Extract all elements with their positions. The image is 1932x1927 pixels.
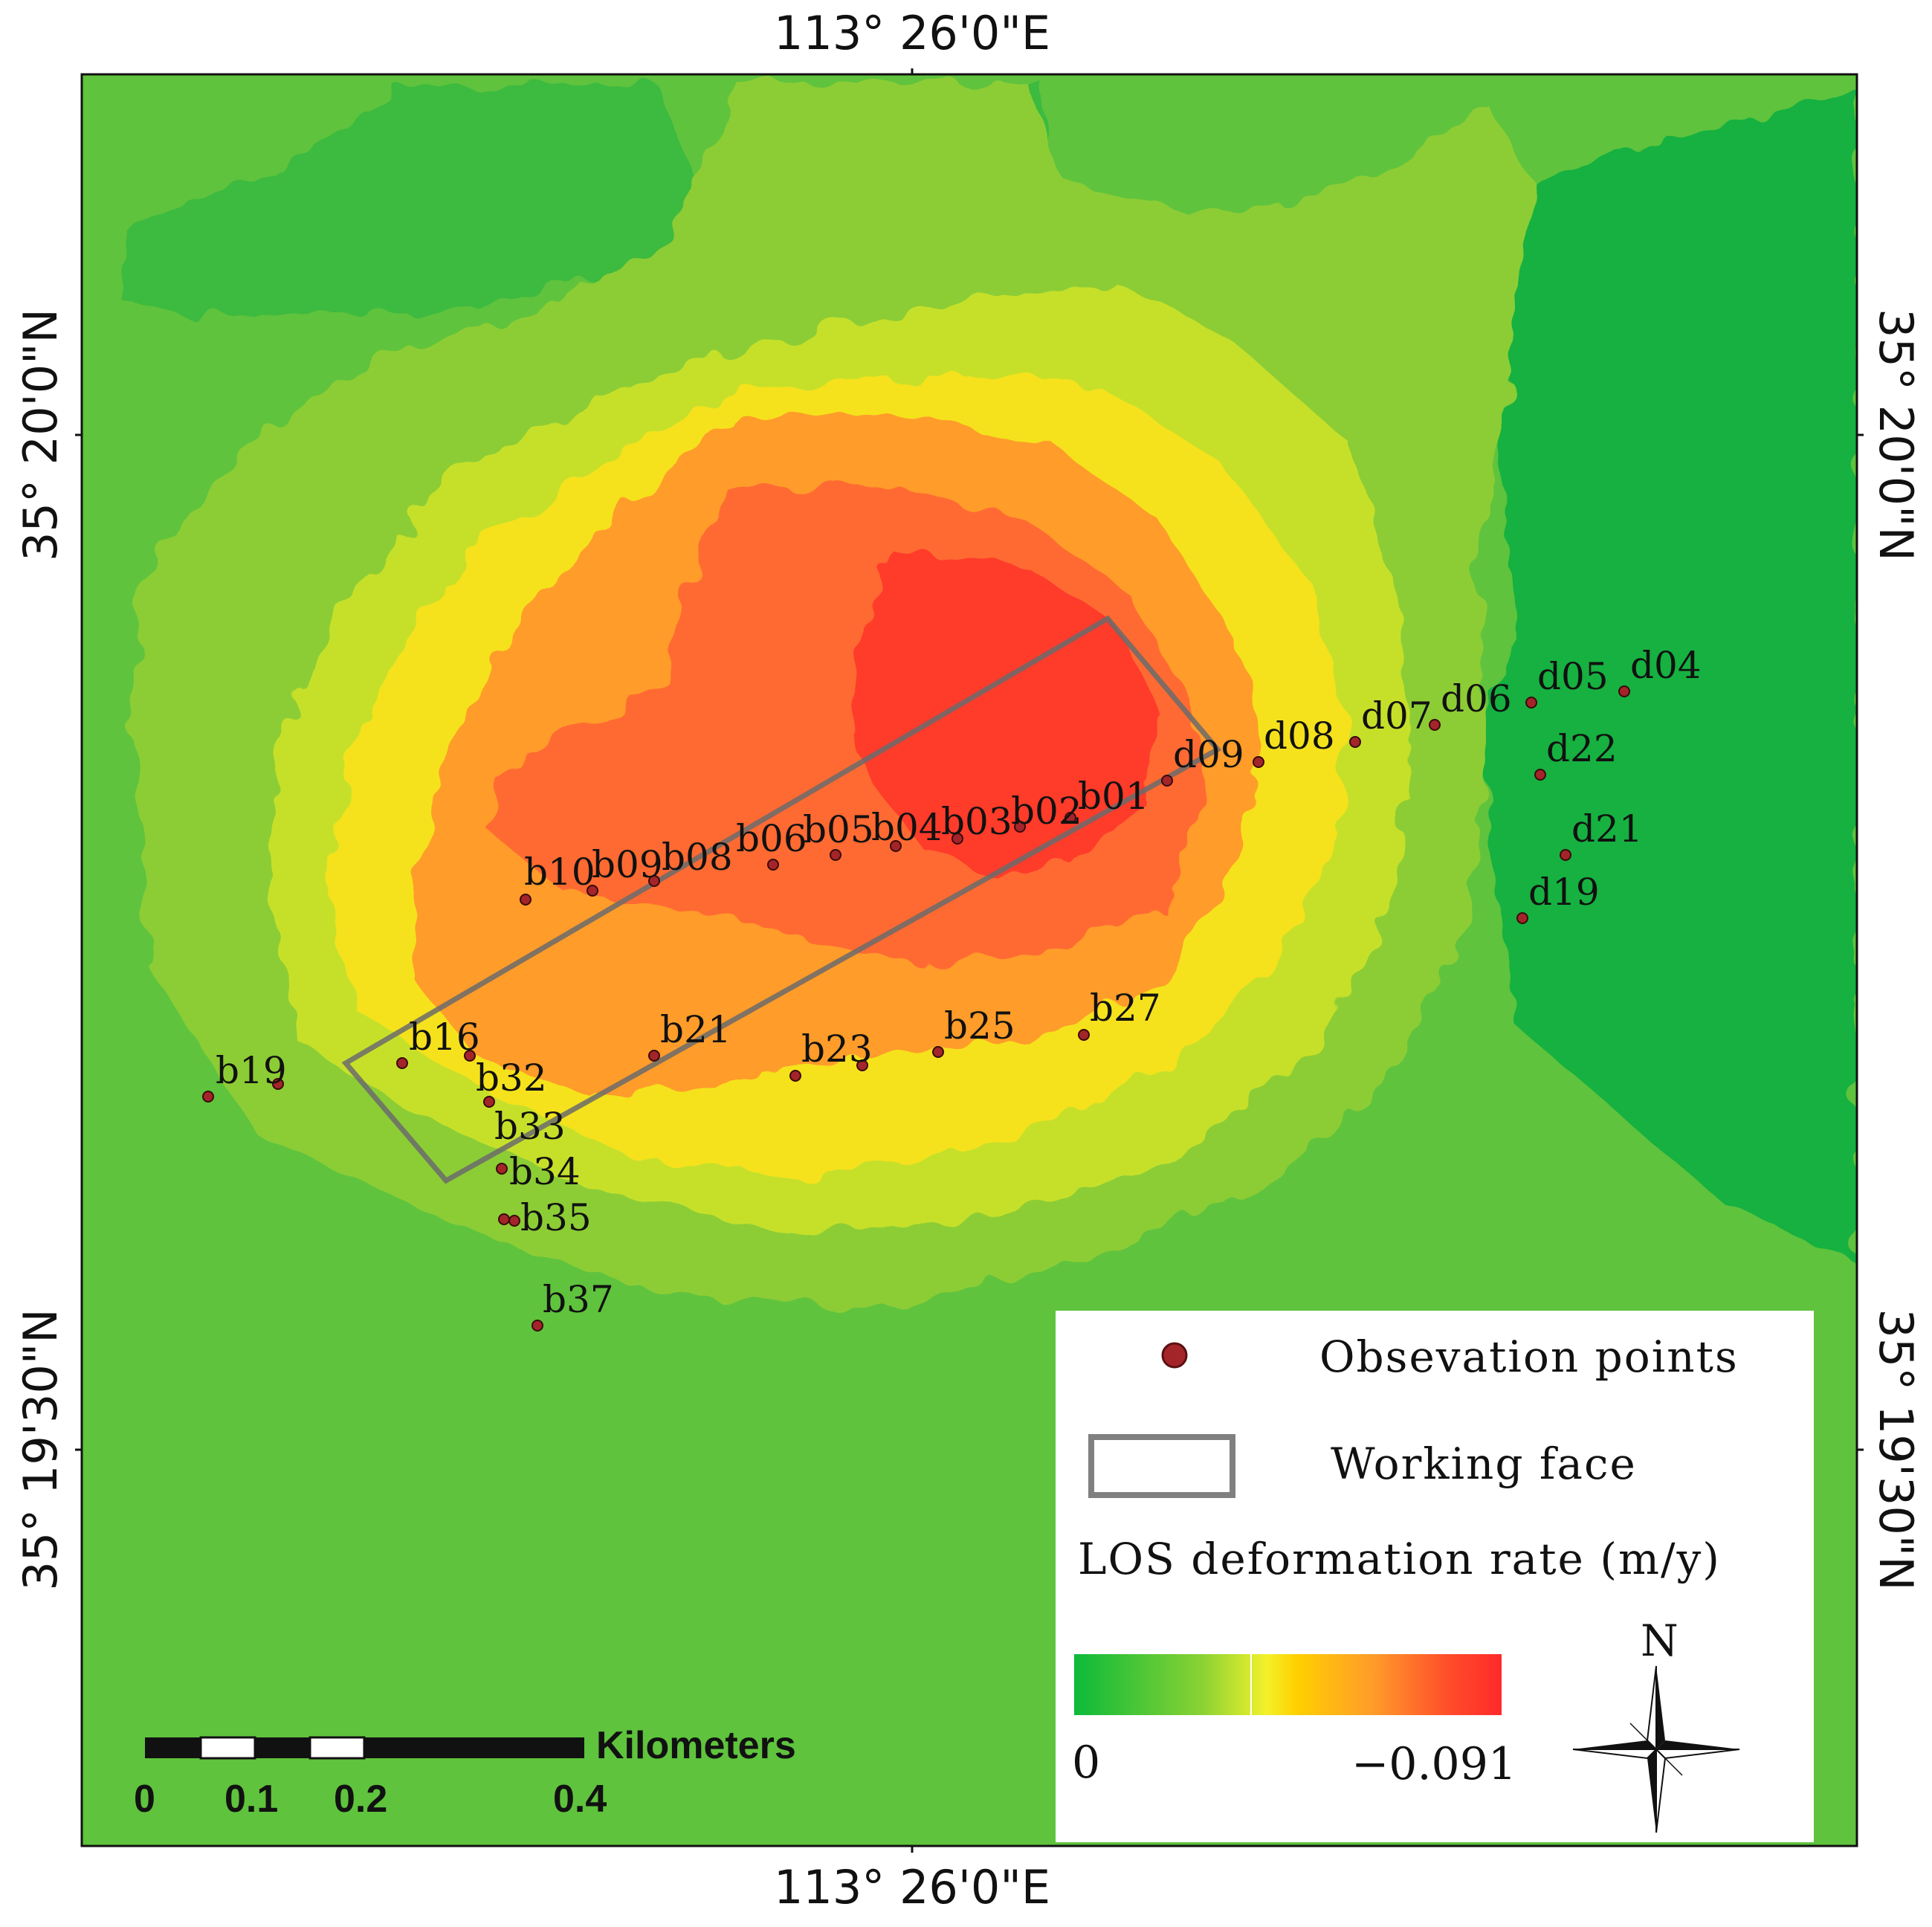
observation-point-marker-b16[interactable] (396, 1057, 408, 1069)
observation-point-marker-b03[interactable] (952, 833, 963, 845)
right-latitude-upper-label: 35° 20'0"N (1869, 309, 1923, 561)
scale-bar-unit-label: Kilometers (596, 1724, 796, 1767)
observation-point-label-b03: b03 (941, 800, 1012, 843)
observation-point-label-b25: b25 (944, 1004, 1015, 1048)
observation-point-marker-b23[interactable] (789, 1070, 801, 1082)
map-frame (80, 73, 1858, 1847)
legend-point-symbol (1161, 1342, 1188, 1369)
scale-bar-tick-3: 0.4 (553, 1778, 607, 1821)
observation-point-marker-d07[interactable] (1349, 736, 1361, 748)
observation-point-label-b05: b05 (803, 808, 874, 851)
legend-working-face-label: Working face (1331, 1439, 1637, 1489)
deformation-color-ramp (1074, 1654, 1502, 1715)
observation-point-marker-b35[interactable] (508, 1215, 520, 1227)
scale-bar (145, 1736, 584, 1760)
observation-point-marker-b21[interactable] (648, 1050, 660, 1062)
observation-point-label-b27: b27 (1090, 987, 1161, 1030)
scale-bar-tick-2: 0.2 (334, 1778, 388, 1821)
observation-point-marker-d04[interactable] (1618, 685, 1630, 697)
observation-point-label-d08: d08 (1264, 714, 1335, 758)
observation-point-marker-unlabeled (856, 1059, 868, 1071)
working-face-outline (341, 615, 1222, 1184)
legend-panel: Obsevation points Working face LOS defor… (1056, 1311, 1814, 1842)
observation-point-label-b08: b08 (662, 836, 733, 879)
scale-bar-seg-5 (364, 1737, 584, 1758)
observation-point-label-d19: d19 (1528, 871, 1600, 914)
observation-point-marker-d21[interactable] (1560, 849, 1571, 861)
observation-point-marker-b09[interactable] (587, 885, 598, 897)
observation-point-label-d09: d09 (1173, 733, 1244, 776)
observation-point-marker-b37[interactable] (532, 1320, 543, 1332)
observation-point-marker-b27[interactable] (1078, 1029, 1090, 1041)
legend-working-face-symbol (1088, 1434, 1235, 1498)
observation-point-marker-d09[interactable] (1161, 775, 1173, 787)
ramp-max-label: −0.091 (1351, 1738, 1517, 1790)
top-longitude-label: 113° 26'0"E (773, 6, 1051, 60)
observation-point-label-b19: b19 (216, 1049, 287, 1092)
observation-point-label-b01: b01 (1078, 775, 1149, 818)
observation-point-label-b34: b34 (509, 1150, 581, 1193)
observation-point-label-d06: d06 (1441, 677, 1512, 720)
scale-bar-seg-3 (255, 1737, 310, 1758)
observation-point-marker-b25[interactable] (932, 1046, 944, 1058)
scale-bar-seg-2 (199, 1736, 256, 1760)
observation-point-label-d04: d04 (1630, 644, 1702, 687)
color-ramp-divider (1250, 1649, 1252, 1719)
observation-point-label-b35: b35 (520, 1196, 592, 1239)
observation-point-marker-d05[interactable] (1525, 697, 1537, 708)
observation-point-label-b02: b02 (1011, 790, 1082, 833)
observation-point-marker-b06[interactable] (767, 859, 779, 871)
dark-green-zone-east (1479, 89, 1857, 1264)
observation-point-marker-b32[interactable] (483, 1096, 495, 1108)
observation-point-label-b16: b16 (409, 1016, 480, 1059)
right-latitude-lower-label: 35° 19'30"N (1869, 1308, 1923, 1591)
observation-point-marker-d08[interactable] (1253, 756, 1264, 768)
observation-point-marker-b08[interactable] (648, 875, 660, 887)
dark-green-zone-northwest (119, 82, 758, 320)
north-arrow-icon (1572, 1665, 1740, 1833)
observation-point-label-d22: d22 (1546, 727, 1618, 770)
observation-point-label-d05: d05 (1537, 655, 1609, 698)
observation-point-label-b06: b06 (736, 817, 807, 860)
legend-ramp-title: LOS deformation rate (m/y) (1078, 1534, 1721, 1584)
observation-point-marker-b01[interactable] (1064, 812, 1076, 824)
observation-point-marker-b02[interactable] (1014, 821, 1026, 833)
observation-point-label-b04: b04 (871, 806, 943, 849)
observation-point-label-b37: b37 (543, 1278, 614, 1321)
observation-point-label-b09: b09 (592, 843, 663, 886)
observation-point-label-b23: b23 (801, 1027, 873, 1071)
observation-point-marker-unlabeled (464, 1050, 476, 1062)
observation-point-label-d07: d07 (1361, 694, 1432, 737)
observation-point-marker-b19[interactable] (202, 1091, 214, 1103)
left-latitude-upper-label: 35° 20'0"N (13, 309, 68, 561)
scale-bar-tick-0: 0 (134, 1778, 155, 1821)
observation-point-marker-b10[interactable] (520, 894, 532, 906)
observation-point-marker-d06[interactable] (1429, 719, 1441, 731)
scale-bar-seg-4 (308, 1736, 366, 1760)
observation-point-label-b33: b33 (494, 1105, 566, 1148)
observation-point-label-b10: b10 (524, 850, 595, 894)
observation-point-marker-unlabeled (272, 1078, 284, 1090)
bottom-longitude-label: 113° 26'0"E (773, 1860, 1051, 1914)
observation-point-marker-b05[interactable] (830, 849, 841, 861)
observation-point-label-d21: d21 (1571, 807, 1643, 850)
left-latitude-lower-label: 35° 19'30"N (13, 1308, 68, 1591)
observation-point-marker-b04[interactable] (890, 840, 902, 852)
scale-bar-seg-1 (145, 1737, 201, 1758)
observation-point-marker-b34[interactable] (498, 1213, 510, 1225)
legend-observation-label: Obsevation points (1319, 1332, 1739, 1382)
ramp-min-label: 0 (1072, 1737, 1101, 1789)
observation-point-marker-b33[interactable] (496, 1163, 508, 1175)
north-arrow-label: N (1641, 1615, 1679, 1666)
observation-point-label-b21: b21 (660, 1008, 731, 1051)
scale-bar-tick-1: 0.1 (224, 1778, 279, 1821)
observation-point-label-b32: b32 (476, 1056, 547, 1100)
observation-point-marker-d22[interactable] (1534, 769, 1546, 781)
observation-point-marker-d19[interactable] (1516, 912, 1528, 924)
